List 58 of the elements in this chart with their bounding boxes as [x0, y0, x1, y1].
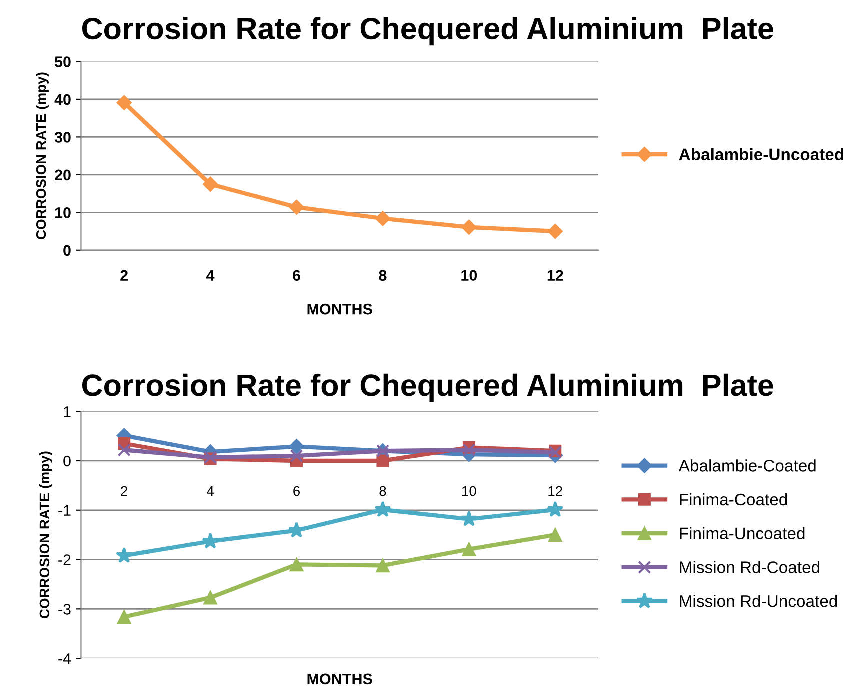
y-tick-label: 0 — [64, 245, 71, 256]
y-tick-label: -1 — [58, 505, 71, 516]
point — [462, 542, 476, 556]
y-tick-label: 1 — [64, 406, 71, 418]
legend-label: Mission Rd-Uncoated — [680, 595, 838, 608]
legend-label: Finima-Uncoated — [680, 527, 805, 540]
x-tick-label: 2 — [121, 486, 128, 496]
y-tick-label: -2 — [58, 554, 71, 566]
x-tick-label: 4 — [206, 270, 215, 281]
y-tick-label: 10 — [55, 208, 71, 218]
x-tick-label: 10 — [462, 270, 478, 282]
point — [460, 510, 478, 526]
x-tick-label: 12 — [548, 270, 564, 281]
point — [289, 200, 304, 215]
point — [462, 220, 477, 235]
y-tick-label: 30 — [54, 132, 71, 143]
x-tick-label: 10 — [462, 486, 476, 496]
point — [118, 444, 131, 457]
x-axis-title: MONTHS — [308, 674, 372, 685]
point — [117, 610, 132, 624]
point — [290, 558, 304, 572]
y-tick-label: 20 — [55, 170, 71, 181]
chart-title: Corrosion Rate for Chequered Aluminium Plate — [82, 17, 774, 46]
point — [289, 439, 304, 454]
x-tick-label: 4 — [207, 486, 214, 496]
y-tick-label: 50 — [54, 56, 71, 68]
point — [374, 501, 392, 518]
y-tick-label: 40 — [54, 94, 71, 106]
point — [462, 444, 476, 457]
y-axis-title: CORROSION RATE (mpy) — [36, 72, 49, 240]
point — [116, 547, 133, 564]
point — [548, 528, 562, 542]
point — [547, 501, 564, 518]
point — [376, 558, 390, 573]
legend-label: Abalambie-Coated — [678, 460, 816, 472]
x-tick-label: 8 — [379, 270, 387, 282]
point — [548, 224, 563, 240]
legend-label: Finima-Coated — [680, 493, 788, 506]
x-tick-label: 6 — [293, 270, 300, 282]
x-tick-label: 6 — [294, 486, 300, 496]
y-tick-label: -3 — [58, 604, 71, 615]
legend-label: Mission Rd-Coated — [680, 561, 820, 574]
point — [376, 454, 390, 468]
point — [204, 590, 218, 605]
point — [202, 532, 219, 549]
point — [116, 95, 132, 110]
y-tick-label: 0 — [64, 456, 71, 467]
legend-label: Abalambie-Uncoated — [679, 148, 844, 161]
y-axis-title: CORROSION RATE (mpy) — [39, 452, 52, 618]
point — [290, 449, 304, 463]
chart-title: Corrosion Rate for Chequered Aluminium Plate — [82, 374, 774, 402]
point — [375, 211, 391, 226]
point — [202, 176, 218, 192]
x-axis-title: MONTHS — [308, 304, 372, 315]
y-tick-label: -4 — [58, 654, 72, 664]
x-tick-label: 12 — [548, 486, 562, 496]
x-tick-label: 2 — [120, 270, 128, 281]
x-tick-label: 8 — [380, 486, 386, 496]
